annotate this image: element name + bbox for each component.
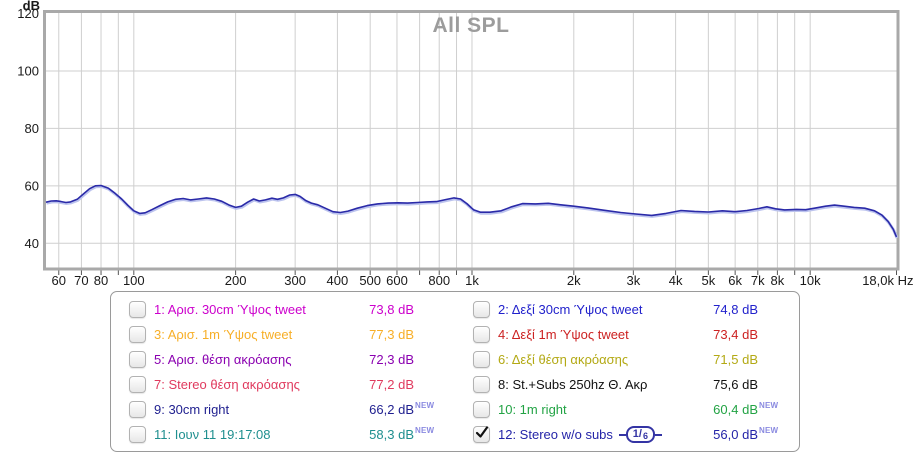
legend-row: 8: St.+Subs 250hz Θ. Ακρ 75,6 dB: [455, 372, 799, 397]
measurement-level: 73,8 dB: [369, 302, 414, 317]
measurement-label[interactable]: 8: St.+Subs 250hz Θ. Ακρ: [498, 377, 648, 392]
y-tick-label: 80: [25, 121, 39, 136]
measurement-checkbox[interactable]: [473, 426, 490, 443]
x-tick-label: 70: [74, 273, 88, 288]
measurement-label[interactable]: 10: 1m right: [498, 402, 567, 417]
y-tick-label: 40: [25, 236, 39, 251]
measurement-label[interactable]: 6: Δεξί θέση ακρόασης: [498, 352, 629, 367]
spl-chart-svg[interactable]: 60 70 80 100 200 300 400 500 600 800 1k 2k 3k 4k 5k 6k 7…: [0, 0, 918, 290]
x-tick-label: 3k: [626, 273, 640, 288]
y-tick-label: 100: [17, 63, 39, 78]
x-tick-label: 500: [359, 273, 381, 288]
x-tick-label: 300: [284, 273, 306, 288]
x-tick-label: 2k: [567, 273, 581, 288]
x-tick-label: 10k: [800, 273, 821, 288]
new-badge: [414, 347, 441, 351]
smoothing-badge[interactable]: 1/6: [618, 426, 662, 443]
measurement-level: 77,3 dB: [369, 327, 414, 342]
new-badge: NEW: [759, 401, 779, 410]
x-tick-label: 7k: [751, 273, 765, 288]
measurement-label[interactable]: 7: Stereo θέση ακρόασης: [154, 377, 300, 392]
x-tick-label: 4k: [669, 273, 683, 288]
measurement-checkbox[interactable]: [129, 301, 146, 318]
measurement-checkbox[interactable]: [129, 401, 146, 418]
new-badge: [414, 322, 441, 326]
measurement-checkbox[interactable]: [473, 326, 490, 343]
legend-row: 10: 1m right 60,4 dB NEW: [455, 397, 799, 422]
new-badge: [758, 372, 785, 376]
legend-row: 3: Αρισ. 1m Ύψος tweet 77,3 dB: [111, 322, 455, 347]
measurement-checkbox[interactable]: [129, 351, 146, 368]
legend-row: 11: Ιουν 11 19:17:08 58,3 dB NEW: [111, 422, 455, 447]
x-tick-label: 5k: [702, 273, 716, 288]
new-badge: [758, 322, 785, 326]
y-axis-unit-label: dB: [23, 0, 40, 13]
x-axis-ticks: [58, 270, 897, 275]
legend-row: 2: Δεξί 30cm Ύψος tweet 74,8 dB: [455, 297, 799, 322]
legend-row: 12: Stereo w/o subs 1/6 56,0 dB NEW: [455, 422, 799, 447]
axis-labels: 60 70 80 100 200 300 400 500 600 800 1k 2k 3k 4k 5k 6k 7…: [17, 6, 913, 288]
new-badge: [758, 297, 785, 301]
measurement-checkbox[interactable]: [129, 426, 146, 443]
x-tick-label: 100: [123, 273, 145, 288]
new-badge: NEW: [415, 426, 435, 435]
measurement-label[interactable]: 1: Αρισ. 30cm Ύψος tweet: [154, 302, 306, 317]
x-tick-label: 600: [386, 273, 408, 288]
x-tick-label: 400: [327, 273, 349, 288]
new-badge: NEW: [759, 426, 779, 435]
measurement-checkbox[interactable]: [129, 376, 146, 393]
measurement-checkbox[interactable]: [473, 401, 490, 418]
chart-title: All SPL: [432, 14, 509, 37]
new-badge: [414, 297, 441, 301]
measurement-checkbox[interactable]: [129, 326, 146, 343]
spl-trace: [45, 184, 898, 238]
measurement-level: 75,6 dB: [713, 377, 758, 392]
measurement-checkbox[interactable]: [473, 376, 490, 393]
legend-row: 7: Stereo θέση ακρόασης 77,2 dB: [111, 372, 455, 397]
x-tick-label: 200: [225, 273, 247, 288]
measurement-label[interactable]: 11: Ιουν 11 19:17:08: [154, 427, 271, 442]
measurement-level: 71,5 dB: [713, 352, 758, 367]
check-icon: [475, 426, 489, 438]
measurement-label[interactable]: 3: Αρισ. 1m Ύψος tweet: [154, 327, 293, 342]
x-tick-label: 80: [94, 273, 108, 288]
spl-chart[interactable]: 60 70 80 100 200 300 400 500 600 800 1k 2k 3k 4k 5k 6k 7…: [0, 0, 918, 290]
x-tick-label: 8k: [771, 273, 785, 288]
legend-row: 1: Αρισ. 30cm Ύψος tweet 73,8 dB: [111, 297, 455, 322]
new-badge: NEW: [415, 401, 435, 410]
spl-trace-halo: [46, 185, 899, 239]
legend-row: 6: Δεξί θέση ακρόασης 71,5 dB: [455, 347, 799, 372]
measurement-checkbox[interactable]: [473, 351, 490, 368]
new-badge: [414, 372, 441, 376]
plot-border: [43, 10, 900, 271]
measurement-level: 73,4 dB: [713, 327, 758, 342]
measurement-level: 66,2 dB: [369, 402, 414, 417]
measurement-level: 77,2 dB: [369, 377, 414, 392]
x-tick-label: 800: [428, 273, 450, 288]
legend-row: 9: 30cm right 66,2 dB NEW: [111, 397, 455, 422]
y-tick-label: 120: [17, 6, 39, 21]
measurement-label[interactable]: 5: Αρισ. θέση ακρόασης: [154, 352, 292, 367]
legend-panel: 1: Αρισ. 30cm Ύψος tweet 73,8 dB 2: Δεξί 3…: [110, 291, 800, 452]
measurement-label[interactable]: 9: 30cm right: [154, 402, 230, 417]
measurement-label[interactable]: 12: Stereo w/o subs: [498, 427, 613, 442]
x-tick-label: 60: [52, 273, 66, 288]
x-tick-label: 18,0k Hz: [862, 273, 913, 288]
measurement-label[interactable]: 2: Δεξί 30cm Ύψος tweet: [498, 302, 643, 317]
chart-grid: [46, 13, 897, 268]
legend-row: 5: Αρισ. θέση ακρόασης 72,3 dB: [111, 347, 455, 372]
measurement-level: 56,0 dB: [713, 427, 758, 442]
measurement-level: 74,8 dB: [713, 302, 758, 317]
measurement-level: 72,3 dB: [369, 352, 414, 367]
spl-trace-layer: [45, 184, 899, 239]
new-badge: [758, 347, 785, 351]
measurement-label[interactable]: 4: Δεξί 1m Ύψος tweet: [498, 327, 629, 342]
measurement-checkbox[interactable]: [473, 301, 490, 318]
y-tick-label: 60: [25, 178, 39, 193]
measurement-level: 58,3 dB: [369, 427, 414, 442]
x-tick-label: 1k: [465, 273, 479, 288]
x-tick-label: 6k: [728, 273, 742, 288]
legend-row: 4: Δεξί 1m Ύψος tweet 73,4 dB: [455, 322, 799, 347]
measurement-level: 60,4 dB: [713, 402, 758, 417]
